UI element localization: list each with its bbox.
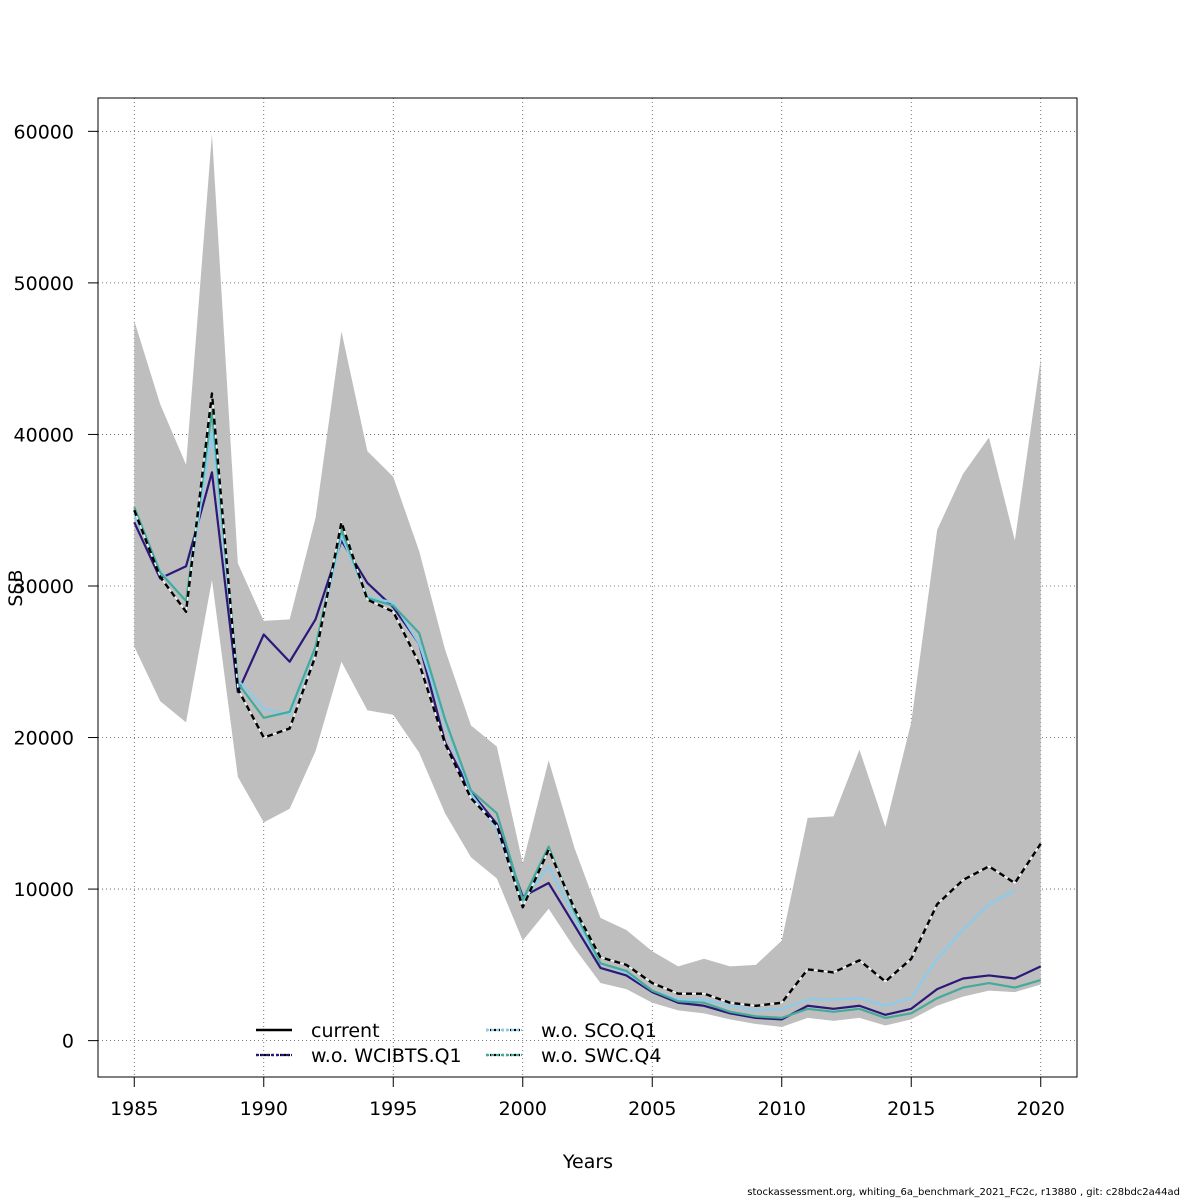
series-line-w-o-wcibts-q1: [133, 471, 1042, 1021]
legend-label: w.o. SCO.Q1: [541, 1020, 657, 1042]
y-tick-label: 60000: [14, 121, 74, 143]
x-tick-label: 1995: [369, 1098, 417, 1120]
x-axis-label: Years: [562, 1151, 613, 1173]
x-axis: 1985 1990 1995 2000 2005 2010 2015 2020: [110, 1076, 1065, 1120]
series-line-w-o-swc-q4: [133, 410, 1042, 1019]
y-tick-label: 40000: [14, 424, 74, 446]
x-tick-label: 2000: [499, 1098, 547, 1120]
legend-label: current: [311, 1020, 380, 1042]
x-tick-label: 2015: [887, 1098, 935, 1120]
legend-label: w.o. SWC.Q4: [541, 1045, 661, 1067]
confidence-band: [134, 134, 1041, 1027]
y-tick-label: 20000: [14, 728, 74, 750]
y-tick-label: 0: [62, 1031, 74, 1053]
x-tick-label: 2010: [758, 1098, 806, 1120]
y-tick-label: 10000: [14, 879, 74, 901]
series-lines: [133, 392, 1042, 1021]
x-tick-label: 1985: [110, 1098, 158, 1120]
y-tick-label: 50000: [14, 273, 74, 295]
footer-credit: stockassessment.org, whiting_6a_benchmar…: [747, 1187, 1180, 1198]
series-line-current: [133, 392, 1042, 1007]
y-axis-label: SSB: [5, 569, 27, 606]
legend: current w.o. WCIBTS.Q1 w.o. SCO.Q1 w.o. SWC…: [256, 1020, 661, 1067]
x-tick-label: 2005: [628, 1098, 676, 1120]
y-axis: 0 10000 20000 30000 40000 50000 60000: [14, 121, 98, 1053]
x-tick-label: 2020: [1017, 1098, 1065, 1120]
confidence-band-area: [134, 134, 1041, 1027]
y-tick-label: 30000: [14, 576, 74, 598]
x-tick-label: 1990: [240, 1098, 288, 1120]
legend-label: w.o. WCIBTS.Q1: [311, 1045, 462, 1067]
